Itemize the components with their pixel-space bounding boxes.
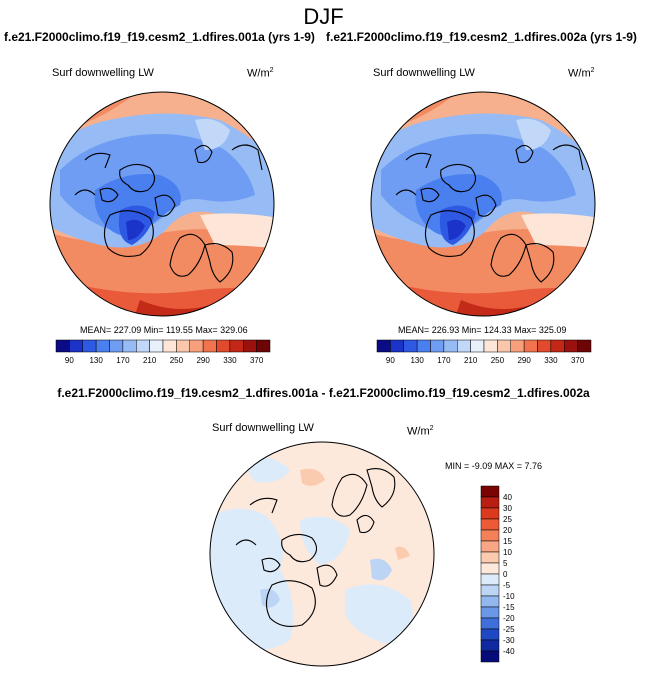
panel1-colorbar-box (202, 339, 217, 353)
panel2-colorbar-box (430, 339, 445, 353)
panel3-map (209, 441, 435, 667)
panel2-colorbar-box (416, 339, 431, 353)
panel2-variable: Surf downwelling LW (373, 67, 475, 79)
panel1-colorbar-box (243, 339, 257, 353)
panel1-colorbar-tick-label: 90 (65, 356, 74, 365)
panel3-colorbar-box (480, 573, 500, 586)
panel3-colorbar-tick-label: 20 (503, 526, 512, 535)
panel1-colorbar-tick-label: 130 (89, 356, 103, 365)
panel2-colorbar-tick-label: 130 (410, 356, 424, 365)
panel3-colorbar-tick-label: 5 (503, 559, 508, 568)
panel1-colorbar-box (136, 339, 150, 353)
panel2-colorbar-box (497, 339, 511, 353)
panel2-colorbar-box (564, 339, 578, 353)
panel2-colorbar-box (537, 339, 552, 353)
panel3-colorbar-box (480, 562, 500, 575)
panel2-colorbar-box (483, 339, 498, 353)
panel2-colorbar-tick-label: 90 (386, 356, 395, 365)
panel1-colorbar-box (55, 339, 70, 353)
panel1-colorbar-box (162, 339, 177, 353)
panel1-colorbar-box (82, 339, 97, 353)
panel1-colorbar-tick-label: 210 (143, 356, 157, 365)
panel2-stats: MEAN= 226.93 Min= 124.33 Max= 325.09 (398, 325, 567, 335)
panel3-colorbar-tick-label: -30 (503, 636, 515, 645)
panel3-colorbar-tick-label: -10 (503, 592, 515, 601)
panel3-colorbar-tick-label: -5 (503, 581, 511, 590)
case1-title: f.e21.F2000climo.f19_f19.cesm2_1.dfires.… (4, 30, 315, 44)
panel1-colorbar-box (69, 339, 83, 353)
panel1-colorbar-box (109, 339, 124, 353)
panel2-units: W/m2 (568, 67, 595, 80)
panel3-colorbar-tick-label: -20 (503, 614, 515, 623)
panel1-colorbar-box (176, 339, 190, 353)
panel2-map (370, 91, 596, 317)
panel1-variable: Surf downwelling LW (52, 67, 154, 79)
panel1-map (49, 91, 275, 317)
panel3-colorbar-box (480, 485, 500, 498)
panel1-colorbar-box (256, 339, 271, 353)
panel3-colorbar-tick-label: 30 (503, 504, 512, 513)
panel1-colorbar-box (216, 339, 231, 353)
panel3-colorbar-tick-label: 0 (503, 570, 508, 579)
panel3-variable: Surf downwelling LW (212, 422, 314, 434)
panel3-colorbar-box (480, 617, 500, 630)
panel3-colorbar-box (480, 650, 500, 663)
panel3-units: W/m2 (407, 425, 434, 438)
panel3-colorbar-tick-label: -25 (503, 625, 515, 634)
difference-title: f.e21.F2000climo.f19_f19.cesm2_1.dfires.… (57, 386, 590, 400)
panel1-colorbar-box (122, 339, 137, 353)
panel3-colorbar-box (480, 628, 500, 641)
panel2-colorbar-tick-label: 370 (571, 356, 585, 365)
panel2-colorbar-tick-label: 170 (437, 356, 451, 365)
case2-title: f.e21.F2000climo.f19_f19.cesm2_1.dfires.… (326, 30, 637, 44)
panel1-colorbar-box (189, 339, 204, 353)
panel3-colorbar-box (480, 529, 500, 542)
panel2-colorbar-box (510, 339, 525, 353)
panel3-colorbar-tick-label: 40 (503, 493, 512, 502)
panel1-colorbar: 90 130 170 210 250 290 330 370 (55, 339, 271, 365)
panel1-colorbar-tick-label: 250 (170, 356, 184, 365)
panel1-colorbar-box (229, 339, 244, 353)
panel1-colorbar-tick-label: 370 (250, 356, 264, 365)
panel3-colorbar-tick-label: -40 (503, 647, 515, 656)
panel3-colorbar-box (480, 540, 500, 553)
panel3-colorbar-box (480, 595, 500, 608)
panel3-colorbar-box (480, 639, 500, 652)
panel2-colorbar-tick-label: 330 (544, 356, 558, 365)
panel3-colorbar-box (480, 496, 500, 509)
panel3-colorbar-tick-label: 10 (503, 548, 512, 557)
panel1-colorbar-tick-label: 330 (223, 356, 237, 365)
panel3-colorbar-tick-label: 15 (503, 537, 512, 546)
panel1-units: W/m2 (247, 67, 274, 80)
figure-title: DJF (303, 4, 344, 29)
panel1-stats: MEAN= 227.09 Min= 119.55 Max= 329.06 (80, 325, 248, 335)
panel2-colorbar-tick-label: 290 (517, 356, 531, 365)
panel3-colorbar-tick-label: -15 (503, 603, 515, 612)
panel2-colorbar-box (457, 339, 471, 353)
panel3-colorbar-box (480, 551, 500, 564)
panel3-colorbar-box (480, 606, 500, 619)
panel3-colorbar-box (480, 507, 500, 520)
panel1-colorbar-box (149, 339, 164, 353)
panel3-colorbar: 40 30 25 20 15 10 5 0 -5 -10 -15 -20 -25 -30 -40 (480, 485, 515, 663)
panel2-colorbar-box (443, 339, 458, 353)
panel3-colorbar-box (480, 584, 500, 597)
panel2-colorbar-box (376, 339, 391, 353)
panel2-colorbar-box (523, 339, 538, 353)
panel3-stats: MIN = -9.09 MAX = 7.76 (445, 461, 543, 471)
panel3-colorbar-box (480, 518, 500, 531)
panel2-colorbar-box (403, 339, 418, 353)
panel2-colorbar-tick-label: 250 (491, 356, 505, 365)
panel2-colorbar-box (390, 339, 404, 353)
panel1-colorbar-tick-label: 170 (116, 356, 130, 365)
panel2-colorbar-tick-label: 210 (464, 356, 478, 365)
panel1-colorbar-tick-label: 290 (196, 356, 210, 365)
panel2-colorbar-box (470, 339, 485, 353)
panel2-colorbar-box (550, 339, 565, 353)
panel2-colorbar: 90 130 170 210 250 290 330 370 (376, 339, 592, 365)
panel2-colorbar-box (577, 339, 592, 353)
panel3-colorbar-tick-label: 25 (503, 515, 512, 524)
panel1-colorbar-box (95, 339, 110, 353)
